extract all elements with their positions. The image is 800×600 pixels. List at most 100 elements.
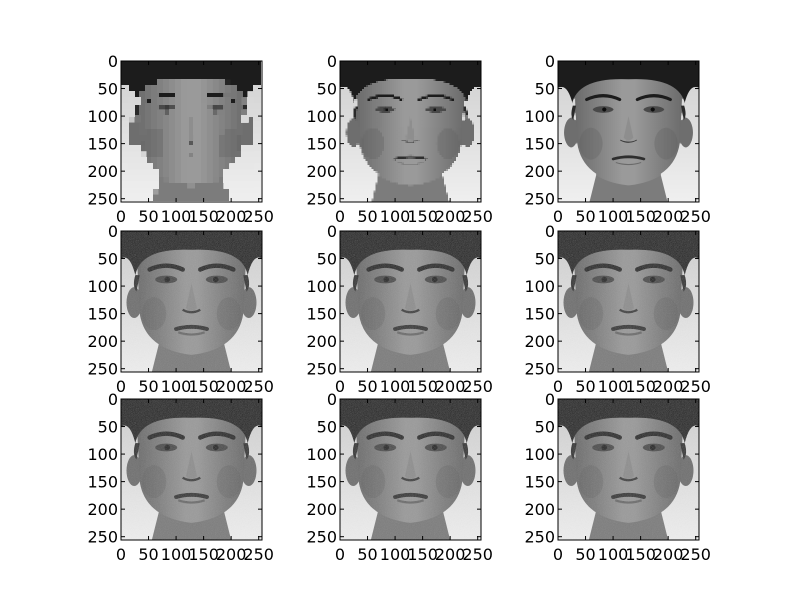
x-tick-label: 100 bbox=[161, 377, 192, 396]
x-tick-label: 0 bbox=[116, 377, 126, 396]
axes-frame bbox=[120, 398, 263, 541]
x-tick-label: 50 bbox=[357, 545, 377, 564]
x-tick-label: 250 bbox=[680, 207, 711, 226]
face-image bbox=[558, 231, 699, 372]
y-tick-label: 150 bbox=[524, 135, 555, 154]
y-tick-label: 100 bbox=[524, 445, 555, 464]
face-image bbox=[121, 61, 262, 202]
x-tick-label: 250 bbox=[462, 377, 493, 396]
y-tick-label: 250 bbox=[306, 528, 337, 547]
x-tick-label: 200 bbox=[216, 545, 247, 564]
y-tick-label: 100 bbox=[306, 445, 337, 464]
x-tick-label: 150 bbox=[188, 545, 219, 564]
y-tick-label: 0 bbox=[327, 390, 337, 409]
x-tick-label: 0 bbox=[116, 207, 126, 226]
x-tick-label: 200 bbox=[435, 207, 466, 226]
x-tick-label: 100 bbox=[161, 545, 192, 564]
x-tick-label: 250 bbox=[243, 545, 274, 564]
x-tick-label: 50 bbox=[138, 207, 158, 226]
face-image bbox=[121, 399, 262, 540]
y-tick-label: 0 bbox=[108, 222, 118, 241]
y-tick-label: 0 bbox=[108, 52, 118, 71]
x-tick-label: 100 bbox=[380, 377, 411, 396]
x-tick-label: 150 bbox=[407, 545, 438, 564]
x-tick-label: 50 bbox=[575, 545, 595, 564]
y-tick-label: 250 bbox=[306, 190, 337, 209]
x-tick-label: 50 bbox=[575, 207, 595, 226]
face-image bbox=[121, 231, 262, 372]
y-tick-label: 150 bbox=[306, 135, 337, 154]
y-tick-label: 150 bbox=[306, 473, 337, 492]
x-tick-label: 100 bbox=[380, 207, 411, 226]
x-tick-label: 50 bbox=[575, 377, 595, 396]
x-tick-label: 200 bbox=[435, 545, 466, 564]
axes-frame bbox=[557, 398, 700, 541]
y-tick-label: 200 bbox=[524, 162, 555, 181]
x-tick-label: 200 bbox=[653, 377, 684, 396]
face-image bbox=[558, 399, 699, 540]
x-tick-label: 0 bbox=[553, 545, 563, 564]
y-tick-label: 150 bbox=[87, 473, 118, 492]
x-tick-label: 150 bbox=[407, 207, 438, 226]
y-tick-label: 150 bbox=[87, 135, 118, 154]
y-tick-label: 250 bbox=[87, 360, 118, 379]
x-tick-label: 100 bbox=[598, 545, 629, 564]
x-tick-label: 200 bbox=[216, 207, 247, 226]
x-tick-label: 0 bbox=[335, 545, 345, 564]
y-tick-label: 150 bbox=[306, 305, 337, 324]
x-tick-label: 250 bbox=[680, 377, 711, 396]
x-tick-label: 50 bbox=[138, 377, 158, 396]
x-tick-label: 200 bbox=[435, 377, 466, 396]
x-tick-label: 100 bbox=[598, 377, 629, 396]
y-tick-label: 100 bbox=[87, 445, 118, 464]
y-tick-label: 100 bbox=[87, 277, 118, 296]
x-tick-label: 0 bbox=[335, 377, 345, 396]
y-tick-label: 200 bbox=[306, 162, 337, 181]
y-tick-label: 200 bbox=[87, 162, 118, 181]
y-tick-label: 250 bbox=[306, 360, 337, 379]
axes-frame bbox=[557, 60, 700, 203]
x-tick-label: 150 bbox=[625, 545, 656, 564]
face-image bbox=[340, 231, 481, 372]
y-tick-label: 0 bbox=[545, 52, 555, 71]
y-tick-label: 50 bbox=[535, 250, 555, 269]
x-tick-label: 200 bbox=[653, 545, 684, 564]
x-tick-label: 200 bbox=[653, 207, 684, 226]
x-tick-label: 150 bbox=[407, 377, 438, 396]
y-tick-label: 200 bbox=[524, 332, 555, 351]
y-tick-label: 100 bbox=[524, 107, 555, 126]
axes-frame bbox=[557, 230, 700, 373]
y-tick-label: 150 bbox=[524, 473, 555, 492]
x-tick-label: 50 bbox=[357, 377, 377, 396]
y-tick-label: 0 bbox=[327, 52, 337, 71]
x-tick-label: 0 bbox=[553, 377, 563, 396]
y-tick-label: 0 bbox=[545, 390, 555, 409]
x-tick-label: 200 bbox=[216, 377, 247, 396]
y-tick-label: 150 bbox=[524, 305, 555, 324]
x-tick-label: 250 bbox=[680, 545, 711, 564]
x-tick-label: 100 bbox=[161, 207, 192, 226]
y-tick-label: 50 bbox=[98, 250, 118, 269]
y-tick-label: 200 bbox=[306, 332, 337, 351]
x-tick-label: 250 bbox=[462, 545, 493, 564]
y-tick-label: 50 bbox=[98, 80, 118, 99]
axes-frame bbox=[339, 398, 482, 541]
x-tick-label: 250 bbox=[462, 207, 493, 226]
x-tick-label: 50 bbox=[357, 207, 377, 226]
x-tick-label: 250 bbox=[243, 377, 274, 396]
y-tick-label: 250 bbox=[524, 528, 555, 547]
x-tick-label: 50 bbox=[138, 545, 158, 564]
face-image bbox=[340, 399, 481, 540]
x-tick-label: 150 bbox=[188, 377, 219, 396]
x-tick-label: 0 bbox=[335, 207, 345, 226]
x-tick-label: 250 bbox=[243, 207, 274, 226]
